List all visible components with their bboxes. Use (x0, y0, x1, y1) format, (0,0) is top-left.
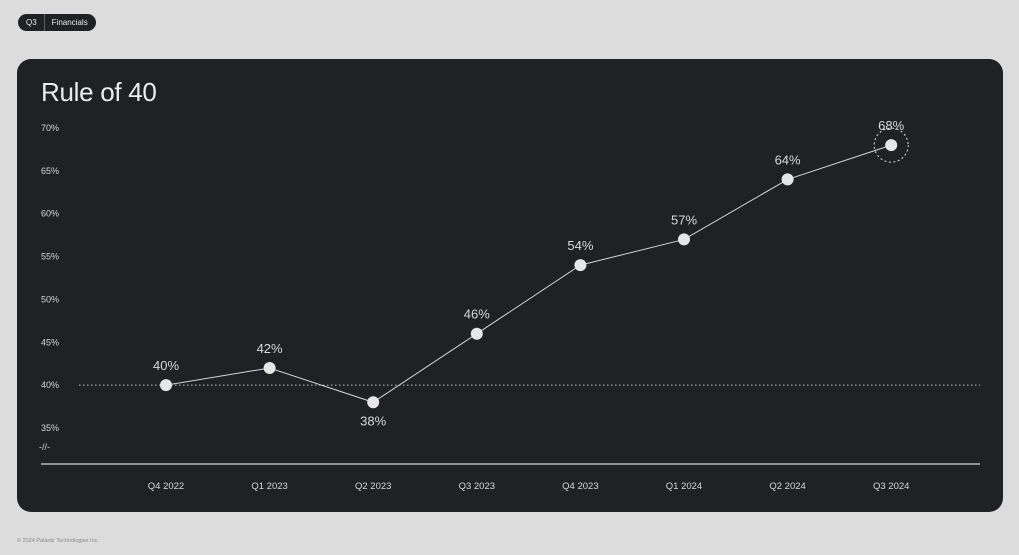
data-point (367, 396, 380, 409)
x-tick-label: Q1 2023 (251, 481, 287, 492)
copyright-footer: © 2024 Palantir Technologies Inc. (17, 538, 99, 544)
data-label: 57% (671, 212, 697, 227)
y-tick-label: 45% (41, 337, 59, 347)
data-point (885, 139, 898, 152)
data-label: 46% (464, 307, 490, 322)
data-label: 64% (775, 152, 801, 167)
chart-card: Rule of 40 35% 40% 45% 50% 55% 60% 65% 70% -//- Q… (17, 59, 1003, 512)
y-tick-label: 50% (41, 294, 59, 304)
x-tick-label: Q1 2024 (666, 481, 702, 492)
data-point (678, 233, 690, 246)
x-tick-label: Q3 2023 (459, 481, 495, 492)
data-point (263, 362, 276, 374)
data-point (574, 259, 587, 272)
section-badge: Q3 Financials (18, 14, 96, 31)
y-tick-label: 35% (41, 423, 59, 433)
y-tick-label: 60% (41, 209, 59, 219)
line-chart: 35% 40% 45% 50% 55% 60% 65% 70% -//- Q4 2022 Q1 20… (39, 118, 980, 492)
series-line (165, 144, 892, 403)
chart-title: Rule of 40 (41, 77, 157, 107)
section-badge-label: Financials (51, 18, 88, 27)
data-label: 42% (257, 341, 283, 356)
data-label: 54% (567, 238, 593, 253)
badge-divider (43, 14, 45, 31)
data-label: 38% (360, 413, 386, 428)
x-tick-label: Q4 2023 (562, 481, 598, 492)
x-tick-label: Q3 2024 (873, 481, 909, 492)
x-tick-label: Q4 2022 (148, 481, 184, 492)
x-tick-label: Q2 2024 (769, 481, 805, 492)
y-tick-label: 65% (41, 166, 59, 176)
section-badge-quarter: Q3 (26, 18, 37, 27)
data-point (781, 173, 794, 186)
data-point (160, 379, 172, 392)
y-tick-label: 40% (41, 380, 59, 390)
data-label: 40% (153, 358, 179, 373)
y-tick-label: 55% (41, 252, 59, 262)
data-label: 68% (878, 118, 904, 133)
axis-break-marker: -//- (39, 442, 50, 452)
y-tick-label: 70% (41, 123, 59, 133)
x-tick-label: Q2 2023 (355, 481, 391, 492)
data-point (470, 327, 483, 340)
